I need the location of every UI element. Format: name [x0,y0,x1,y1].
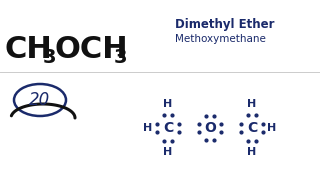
Text: Dimethyl Ether: Dimethyl Ether [175,18,275,31]
Text: 20: 20 [29,91,51,109]
Text: OCH: OCH [55,35,129,64]
Text: C: C [247,121,257,135]
Text: O: O [204,121,216,135]
Text: H: H [268,123,276,133]
Text: CH: CH [4,35,52,64]
Text: Methoxymethane: Methoxymethane [175,34,266,44]
Text: H: H [164,99,172,109]
Text: 3: 3 [43,48,57,67]
Text: C: C [163,121,173,135]
Text: H: H [247,147,257,157]
Text: 3: 3 [114,48,127,67]
Text: H: H [143,123,153,133]
Text: H: H [247,99,257,109]
Text: H: H [164,147,172,157]
